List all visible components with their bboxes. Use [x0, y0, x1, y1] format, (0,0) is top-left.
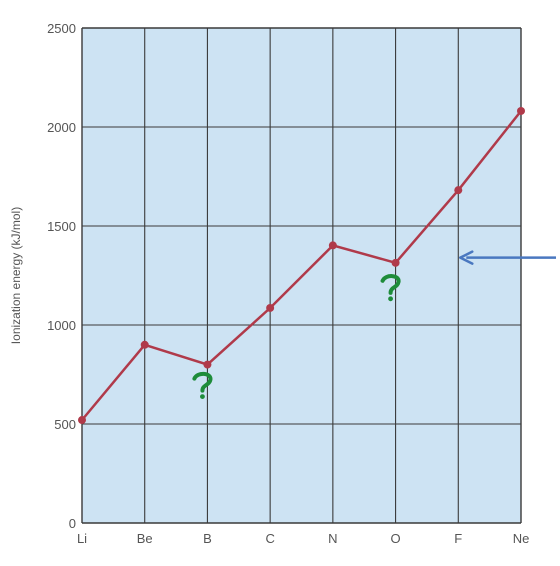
- x-tick-label: Ne: [513, 531, 530, 546]
- data-points: [78, 106, 525, 425]
- grid-lines: [81, 27, 522, 524]
- data-point: [517, 106, 525, 115]
- x-tick-label: B: [203, 531, 212, 546]
- x-tick-label: O: [391, 531, 401, 546]
- y-tick-label: 1000: [47, 318, 76, 333]
- series-line: [81, 110, 522, 421]
- data-point: [78, 416, 86, 425]
- y-tick-label: 500: [54, 417, 76, 432]
- question-mark-annotation: [380, 274, 401, 302]
- x-tick-label: C: [265, 531, 274, 546]
- y-axis-title: Ionization energy (kJ/mol): [9, 207, 23, 344]
- data-point: [328, 241, 337, 250]
- x-tick-labels: Li Be B C N O F Ne: [77, 531, 529, 546]
- y-tick-label: 0: [69, 516, 76, 531]
- question-mark-annotation: [192, 371, 213, 399]
- annotations: [192, 250, 556, 399]
- y-tick-label: 2000: [47, 120, 76, 135]
- y-tick-labels: 0 500 1000 1500 2000 2500: [47, 21, 76, 531]
- x-tick-label: F: [454, 531, 462, 546]
- x-tick-label: Be: [137, 531, 153, 546]
- x-tick-label: Li: [77, 531, 87, 546]
- data-point: [391, 258, 400, 267]
- x-tick-label: N: [328, 531, 337, 546]
- y-tick-label: 2500: [47, 21, 76, 36]
- arrow-annotation: [459, 250, 556, 265]
- data-point: [140, 340, 149, 349]
- data-point: [454, 186, 463, 195]
- data-point: [266, 303, 275, 312]
- y-tick-label: 1500: [47, 219, 76, 234]
- data-point: [203, 360, 212, 369]
